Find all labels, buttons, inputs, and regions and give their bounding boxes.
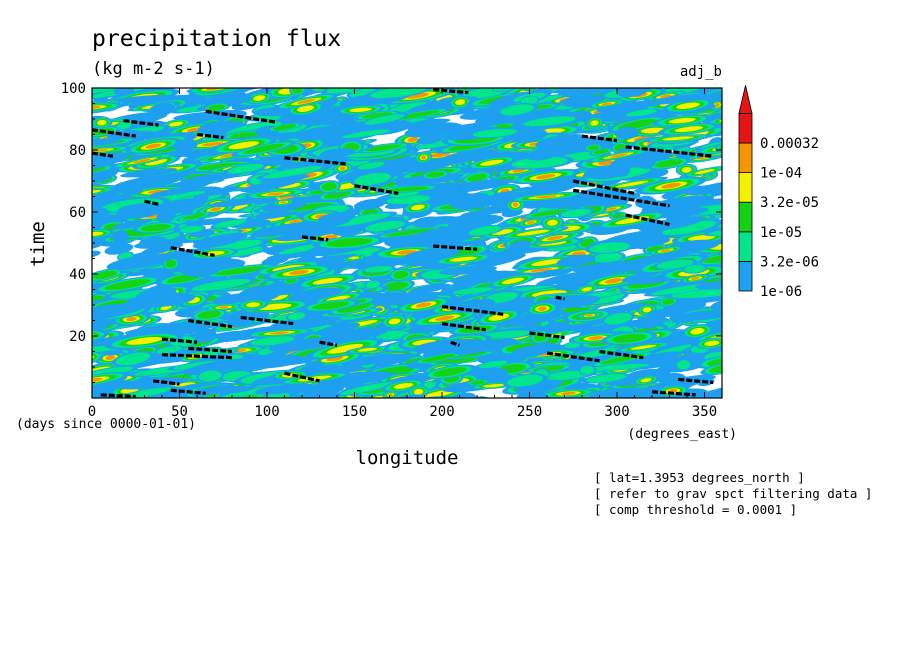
precip-cell xyxy=(723,360,735,364)
precip-cell xyxy=(542,398,562,405)
chart-title: precipitation flux xyxy=(92,26,341,52)
precip-cell xyxy=(721,144,722,150)
y-axis-label: time xyxy=(27,221,49,267)
colorbar-label: 1e-06 xyxy=(760,284,802,300)
precip-cell xyxy=(530,268,552,272)
precip-cell xyxy=(126,88,190,95)
precip-cell xyxy=(353,198,386,210)
threshold-segment xyxy=(100,393,136,398)
x-tick-label: 350 xyxy=(692,404,717,420)
y-tick-label: 20 xyxy=(69,329,86,345)
colorbar-swatch xyxy=(738,260,753,292)
precip-cell xyxy=(724,117,735,121)
precip-cell xyxy=(720,117,722,122)
precip-cell xyxy=(200,91,247,105)
precip-cell xyxy=(659,94,672,98)
precip-cell xyxy=(725,249,738,255)
x-axis-label: longitude xyxy=(356,447,459,469)
precip-cell xyxy=(723,145,730,150)
precip-cell xyxy=(92,392,93,397)
note-threshold: [ comp threshold = 0.0001 ] xyxy=(594,502,797,517)
precip-cell xyxy=(339,166,346,171)
x-tick-label: 200 xyxy=(429,404,454,420)
precip-cell xyxy=(168,121,183,127)
x-tick-label: 100 xyxy=(254,404,279,420)
precip-cell xyxy=(720,285,722,291)
x-tick-label: 300 xyxy=(604,404,629,420)
colorbar-swatch xyxy=(738,142,753,174)
precip-cell xyxy=(477,398,485,403)
precip-cell xyxy=(92,236,93,250)
colorbar-swatch xyxy=(738,231,753,262)
precip-cell xyxy=(414,83,423,88)
precip-cell xyxy=(461,399,478,406)
y-tick-label: 40 xyxy=(69,267,86,283)
colorbar: 1e-06 3.2e-06 1e-05 3.2e-05 1e-04 0.00032 xyxy=(738,85,819,300)
colorbar-label: 1e-05 xyxy=(760,225,802,241)
precip-cell xyxy=(642,351,683,362)
colorbar-label: 3.2e-06 xyxy=(760,254,819,270)
y-tick-label: 60 xyxy=(69,205,86,221)
y-tick-label: 100 xyxy=(61,81,86,97)
chart-units: (kg m-2 s-1) xyxy=(92,59,215,79)
colorbar-swatch xyxy=(738,113,753,144)
precip-cell xyxy=(681,166,692,173)
colorbar-label: 1e-04 xyxy=(760,166,802,182)
precip-cell xyxy=(574,88,643,95)
precip-cell xyxy=(515,379,563,395)
precip-cell xyxy=(297,81,312,88)
x-tick-label: 250 xyxy=(517,404,542,420)
colorbar-label: 0.00032 xyxy=(760,136,819,152)
colorbar-label: 3.2e-05 xyxy=(760,195,819,211)
precip-cell xyxy=(434,358,477,364)
precip-cell xyxy=(710,297,722,311)
note-filtering: [ refer to grav spct filtering data ] xyxy=(594,486,872,501)
precip-cell xyxy=(92,288,94,298)
precip-cell xyxy=(407,136,418,143)
precip-cell xyxy=(634,398,642,402)
precip-cell xyxy=(383,281,409,291)
note-latitude: [ lat=1.3953 degrees_north ] xyxy=(594,470,805,485)
precip-cell xyxy=(723,272,738,278)
precip-cell xyxy=(77,289,92,297)
precip-cell xyxy=(465,81,482,87)
precip-cell xyxy=(77,237,91,249)
y-tick-label: 80 xyxy=(69,143,86,159)
precip-cell xyxy=(723,248,741,257)
y-axis-units: (days since 0000-01-01) xyxy=(16,417,196,432)
x-axis-units: (degrees_east) xyxy=(627,427,737,442)
precip-cell xyxy=(720,259,722,266)
precip-cell xyxy=(458,397,482,407)
precip-cell xyxy=(117,267,172,277)
colorbar-extend-arrow xyxy=(738,85,753,114)
precip-cell xyxy=(546,399,558,404)
precip-cell xyxy=(184,217,238,226)
precip-field xyxy=(77,81,741,407)
precip-cell xyxy=(720,271,722,279)
precip-cell xyxy=(464,400,475,405)
experiment-label: adj_b xyxy=(680,64,722,80)
colorbar-swatch xyxy=(738,201,753,233)
precip-cell xyxy=(560,391,576,396)
colorbar-swatch xyxy=(738,172,753,203)
x-tick-label: 150 xyxy=(342,404,367,420)
plot-area xyxy=(77,81,741,407)
precip-cell xyxy=(728,250,736,255)
